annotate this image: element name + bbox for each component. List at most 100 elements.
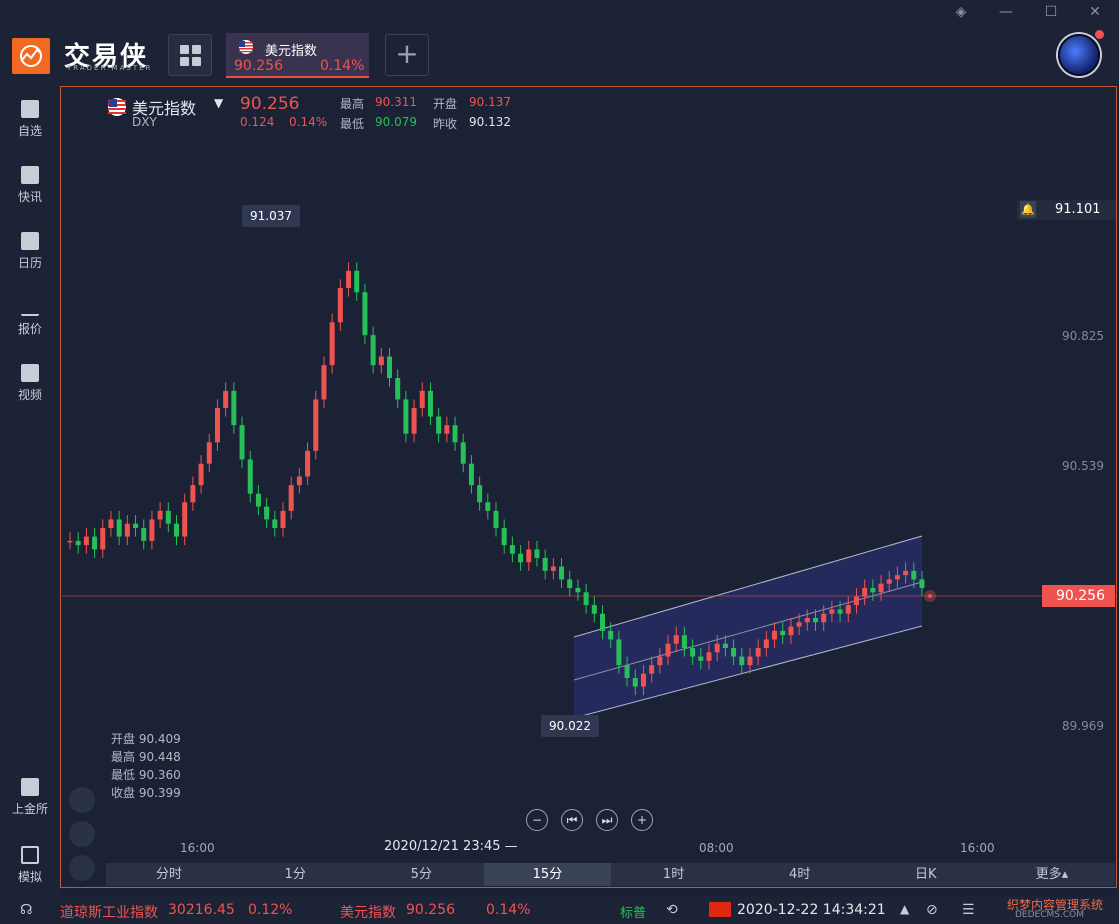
tab-change-pct: 0.14% [320, 58, 365, 74]
high-label: 最高 [340, 97, 365, 111]
tab-dxy[interactable] [226, 33, 369, 78]
chart-panel[interactable] [60, 86, 1117, 888]
yaxis-label: 89.969 [1062, 719, 1104, 733]
us-flag-icon [108, 98, 126, 116]
period-tab-active[interactable]: 15分 [484, 863, 611, 886]
ohlc-open: 开盘 90.409 [111, 732, 181, 746]
ohlc-low: 最低 90.360 [111, 768, 181, 782]
last-price: 90.256 [240, 94, 300, 114]
xaxis-label: 16:00 [180, 841, 215, 855]
layout-grid-button[interactable] [168, 34, 212, 76]
status-bar: ☊ 道琼斯工业指数 30216.45 0.12% 美元指数 90.256 0.1… [0, 896, 1119, 924]
ohlc-close: 收盘 90.399 [111, 786, 181, 800]
title-bar: 交易侠 TRADER MASTER 美元指数 90.256 0.14% + ◈ … [0, 0, 1119, 84]
tab-price: 90.256 [234, 58, 283, 74]
period-tab[interactable]: 分时 [156, 867, 183, 882]
sidebar-item-video[interactable]: 视频 [0, 364, 60, 403]
sidebar-item-label: 模拟 [17, 870, 42, 884]
sidebar-item-label: 视频 [17, 388, 42, 402]
open-label: 开盘 [433, 97, 458, 111]
cursor-time-label: 2020/12/21 23:45 — [380, 838, 522, 855]
ticker-usd-pct: 0.14% [486, 902, 531, 918]
watermark-text: 织梦内容管理系统 [1007, 898, 1104, 912]
indicator-icon[interactable] [69, 855, 95, 881]
ticker-usd-name[interactable]: 美元指数 [340, 905, 396, 921]
watermark-url: DEDECMS.COM [1015, 910, 1084, 920]
price-alert[interactable]: 🔔 91.101 [1017, 200, 1116, 220]
china-flag-icon [709, 902, 731, 917]
chevron-up-icon[interactable]: ▲ [900, 902, 910, 916]
period-tab[interactable]: 1分 [284, 867, 306, 882]
yaxis-label: 90.825 [1062, 329, 1104, 343]
minimize-icon[interactable]: — [999, 4, 1013, 20]
avatar[interactable] [1058, 34, 1100, 76]
alert-price: 91.101 [1055, 202, 1101, 217]
sidebar-item-news[interactable]: 快讯 [0, 166, 60, 205]
sidebar: 自选 快讯 日历 报价 视频 上金所 模拟 [0, 84, 60, 896]
tab-title: 美元指数 [265, 44, 318, 59]
period-more[interactable]: 更多▴ [1035, 867, 1069, 882]
period-bar: 分时 1分 5分 15分 1时 4时 日K 更多▴ [106, 863, 1115, 886]
layers-icon[interactable]: ◈ [955, 4, 967, 20]
sidebar-item-label: 日历 [17, 256, 42, 270]
yaxis-label: 90.539 [1062, 459, 1104, 473]
high-value: 90.311 [375, 95, 417, 109]
current-price-tag: 90.256 [1042, 585, 1115, 607]
network-icon[interactable]: ⟲ [666, 902, 678, 918]
symbol-name[interactable]: 美元指数 [132, 99, 197, 118]
prev-close-label: 昨收 [433, 117, 458, 131]
bookmark-add-icon [21, 100, 39, 118]
jump-start-button[interactable]: ⏮ [561, 809, 583, 831]
us-flag-icon [239, 40, 253, 54]
jump-end-button[interactable]: ⏭ [596, 809, 618, 831]
open-value: 90.137 [469, 95, 511, 109]
candle-style-icon[interactable] [69, 787, 95, 813]
sidebar-item-quotes[interactable]: 报价 [0, 298, 60, 337]
low-label: 最低 [340, 117, 365, 131]
price-change-pct: 0.14% [289, 115, 328, 129]
peak-tooltip: 91.037 [242, 205, 300, 227]
notification-dot [1095, 30, 1104, 39]
sidebar-item-label: 快讯 [17, 190, 42, 204]
sidebar-item-calendar[interactable]: 日历 [0, 232, 60, 271]
pencil-icon[interactable] [69, 821, 95, 847]
maximize-icon[interactable]: ☐ [1044, 4, 1058, 20]
ticker-dow-pct: 0.12% [248, 902, 293, 918]
xaxis-label: 08:00 [699, 841, 734, 855]
sidebar-item-sge[interactable]: 上金所 [0, 778, 60, 817]
logo-chart-icon [20, 45, 42, 67]
play-icon [21, 364, 39, 382]
period-tab[interactable]: 1时 [662, 867, 685, 882]
prev-close-value: 90.132 [469, 115, 511, 129]
brand-subtitle: TRADER MASTER [67, 64, 153, 72]
sidebar-item-watchlist[interactable]: 自选 [0, 100, 60, 139]
period-tab[interactable]: 日K [915, 867, 937, 882]
app-logo [12, 38, 50, 74]
brand-name: 交易侠 [64, 42, 149, 72]
zoom-in-button[interactable]: + [631, 809, 653, 831]
zoom-out-button[interactable]: − [526, 809, 548, 831]
symbol-code: DXY [132, 115, 157, 129]
ticker-dow-name[interactable]: 道琼斯工业指数 [60, 905, 158, 921]
chevron-down-icon[interactable]: ▼ [214, 96, 224, 110]
price-change: 0.124 [240, 115, 275, 129]
wallet-icon [21, 846, 39, 864]
grid-icon [180, 45, 189, 54]
period-tab[interactable]: 5分 [410, 867, 432, 882]
sge-icon [21, 778, 39, 796]
add-tab-button[interactable]: + [385, 34, 429, 76]
sidebar-item-simulate[interactable]: 模拟 [0, 846, 60, 885]
status-tag: 标普 [620, 906, 647, 921]
news-list-icon [21, 166, 39, 184]
menu-icon[interactable]: ☰ [962, 902, 975, 918]
headset-icon[interactable]: ☊ [20, 902, 33, 918]
trough-tooltip: 90.022 [541, 715, 599, 737]
close-icon[interactable]: ✕ [1089, 4, 1101, 20]
period-tab[interactable]: 4时 [789, 867, 811, 882]
screen-off-icon[interactable]: ⊘ [926, 902, 938, 918]
sidebar-item-label: 上金所 [11, 802, 48, 816]
calendar-icon [21, 232, 39, 250]
bell-icon: 🔔 [1020, 201, 1036, 218]
ticker-dow-price: 30216.45 [168, 902, 235, 918]
ticker-usd-price: 90.256 [406, 902, 455, 918]
